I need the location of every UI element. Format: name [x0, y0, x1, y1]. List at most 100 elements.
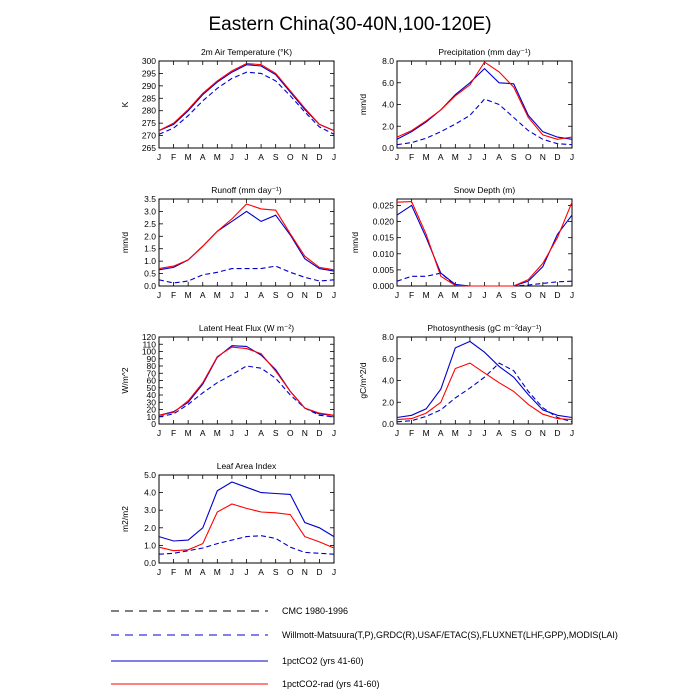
y-tick-label: 50 [147, 383, 157, 393]
x-tick-label: J [230, 152, 234, 162]
series-line-co2rad [158, 203, 335, 271]
y-tick-label: 8.0 [382, 332, 394, 342]
x-tick-label: O [525, 428, 532, 438]
panel-title: Runoff (mm day⁻¹) [211, 185, 282, 195]
x-tick-label: J [157, 152, 161, 162]
x-tick-label: J [157, 428, 161, 438]
series-line-obs [396, 362, 573, 423]
y-tick-label: 290 [142, 81, 156, 91]
series-line-obs [158, 71, 335, 135]
x-tick-label: D [316, 428, 322, 438]
x-tick-label: J [332, 428, 336, 438]
legend-label-obs: Willmott-Matsuura(T,P),GRDC(R),USAF/ETAC… [282, 630, 618, 640]
x-tick-label: N [540, 428, 546, 438]
x-tick-label: A [200, 290, 206, 300]
x-tick-label: F [171, 290, 176, 300]
x-tick-label: J [157, 567, 161, 577]
x-tick-label: N [302, 428, 308, 438]
y-tick-label: 4.0 [382, 376, 394, 386]
y-tick-label: 6.0 [382, 78, 394, 88]
x-tick-label: A [496, 428, 502, 438]
x-tick-label: J [468, 428, 472, 438]
x-tick-label: D [554, 290, 560, 300]
y-tick-label: 2.0 [382, 121, 394, 131]
figure-title: Eastern China(30-40N,100-120E) [208, 14, 491, 35]
x-tick-label: M [452, 152, 459, 162]
y-tick-label: 0.0 [382, 419, 394, 429]
panel-title: 2m Air Temperature (°K) [201, 47, 292, 57]
y-tick-label: 0.015 [373, 233, 395, 243]
panel-4: Snow Depth (m)mm/dJ F M A M J J A S O N D J0.0000.00… [350, 185, 574, 300]
x-tick-label: N [302, 567, 308, 577]
x-tick-label: J [468, 152, 472, 162]
x-tick-label: O [287, 567, 294, 577]
x-tick-label: A [200, 567, 206, 577]
x-tick-label: J [230, 290, 234, 300]
x-tick-label: M [214, 290, 221, 300]
x-tick-label: M [452, 428, 459, 438]
x-tick-label: A [438, 290, 444, 300]
panel-5: Latent Heat Flux (W m⁻²)W/m^2J F M A M J J A S O N… [120, 323, 336, 438]
x-tick-label: J [157, 290, 161, 300]
y-tick-label: 80 [147, 361, 157, 371]
x-tick-label: N [302, 152, 308, 162]
y-tick-label: 4.0 [382, 100, 394, 110]
x-tick-label: S [511, 290, 517, 300]
panel-title: Snow Depth (m) [454, 185, 516, 195]
y-tick-label: 90 [147, 354, 157, 364]
series-line-obs [158, 535, 335, 555]
x-tick-label: D [554, 428, 560, 438]
x-tick-label: M [214, 428, 221, 438]
y-axis-label: m2/m2 [120, 506, 130, 532]
y-tick-label: 1.5 [144, 244, 156, 254]
x-tick-label: J [570, 152, 574, 162]
x-tick-label: J [332, 152, 336, 162]
x-tick-label: J [244, 290, 248, 300]
y-tick-label: 270 [142, 131, 156, 141]
x-tick-label: J [244, 567, 248, 577]
x-tick-label: N [540, 290, 546, 300]
x-tick-label: O [287, 152, 294, 162]
x-tick-label: F [171, 428, 176, 438]
y-tick-label: 0.005 [373, 265, 395, 275]
series-line-co2 [158, 64, 335, 132]
x-tick-label: J [570, 428, 574, 438]
plot-frame [158, 60, 335, 149]
x-tick-label: A [438, 152, 444, 162]
x-tick-label: J [395, 152, 399, 162]
x-tick-label: M [185, 567, 192, 577]
x-tick-label: J [482, 152, 486, 162]
x-tick-label: J [332, 567, 336, 577]
x-tick-label: O [287, 428, 294, 438]
x-tick-label: F [409, 152, 414, 162]
series-line-co2rad [158, 503, 335, 552]
x-tick-label: N [302, 290, 308, 300]
panel-title: Leaf Area Index [217, 461, 277, 471]
legend-label-cmc: CMC 1980-1996 [282, 606, 348, 616]
y-tick-label: 20 [147, 405, 157, 415]
y-tick-label: 0.000 [373, 281, 395, 291]
x-tick-label: N [540, 152, 546, 162]
x-tick-label: D [554, 152, 560, 162]
series-line-co2rad [396, 201, 573, 287]
x-tick-label: S [511, 428, 517, 438]
y-tick-label: 280 [142, 106, 156, 116]
series-line-co2rad [158, 62, 335, 132]
y-tick-label: 8.0 [382, 56, 394, 66]
x-tick-label: O [287, 290, 294, 300]
y-tick-label: 2.5 [144, 219, 156, 229]
x-tick-label: J [230, 567, 234, 577]
x-tick-label: M [452, 290, 459, 300]
x-tick-label: M [185, 428, 192, 438]
panel-title: Latent Heat Flux (W m⁻²) [199, 323, 294, 333]
x-tick-label: A [200, 152, 206, 162]
x-tick-label: J [395, 428, 399, 438]
y-axis-label: mm/d [358, 94, 368, 116]
y-tick-label: 0.0 [144, 558, 156, 568]
x-tick-label: O [525, 152, 532, 162]
x-tick-label: A [496, 152, 502, 162]
series-line-co2rad [396, 61, 573, 140]
x-tick-label: A [258, 290, 264, 300]
